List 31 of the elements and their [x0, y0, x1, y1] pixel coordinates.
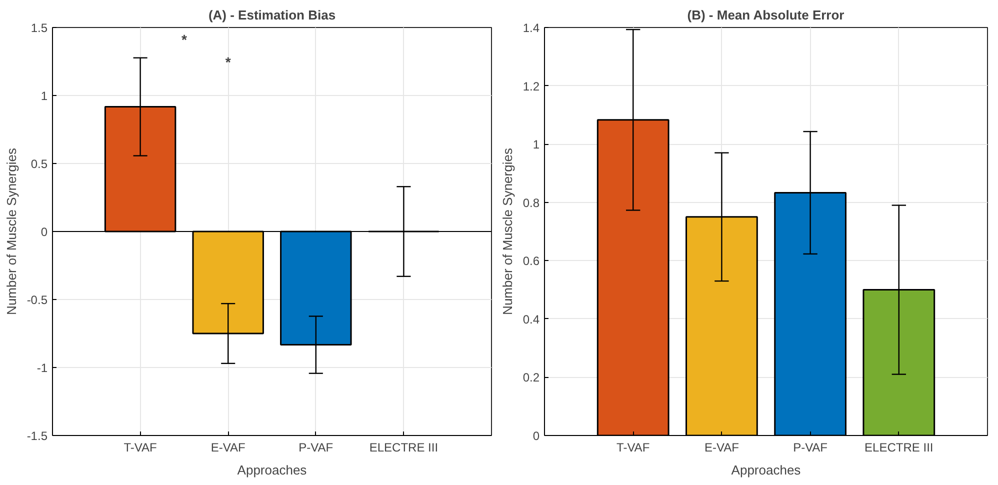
y-tick-label: 1	[40, 89, 48, 103]
y-tick-label: 1	[532, 138, 540, 152]
y-tick-label: 0.6	[522, 254, 540, 268]
chart-title: (A) - Estimation Bias	[208, 8, 336, 22]
x-tick-label: E-VAF	[704, 440, 739, 454]
chart-title: (B) - Mean Absolute Error	[687, 8, 844, 22]
x-tick-label: ELECTRE III	[369, 440, 438, 454]
y-tick-label: 0.8	[522, 196, 540, 210]
x-tick-label: ELECTRE III	[864, 440, 934, 454]
y-axis-title: Number of Muscle Synergies	[4, 148, 19, 315]
y-tick-label: 1.2	[522, 79, 540, 94]
annotation: *	[181, 32, 188, 48]
y-tick-label: -1	[36, 361, 48, 375]
y-tick-label: -1.5	[26, 429, 48, 443]
y-axis-title: Number of Muscle Synergies	[500, 148, 515, 315]
x-tick-label: P-VAF	[298, 440, 334, 454]
x-tick-label: T-VAF	[616, 440, 650, 454]
y-tick-label: -0.5	[26, 293, 48, 307]
annotation: *	[225, 54, 232, 70]
x-axis-title: Approaches	[731, 462, 802, 478]
x-axis-title: Approaches	[237, 462, 308, 478]
y-tick-label: 0.5	[30, 157, 48, 171]
x-tick-label: P-VAF	[793, 440, 828, 454]
y-tick-label: 1.4	[522, 21, 540, 35]
x-tick-label: T-VAF	[124, 440, 157, 454]
x-tick-label: E-VAF	[210, 440, 246, 454]
y-tick-label: 0	[40, 225, 48, 239]
y-tick-label: 0.4	[522, 312, 540, 326]
y-tick-label: 0.2	[522, 370, 540, 385]
y-tick-label: 0	[532, 429, 540, 443]
y-tick-label: 1.5	[30, 21, 48, 35]
